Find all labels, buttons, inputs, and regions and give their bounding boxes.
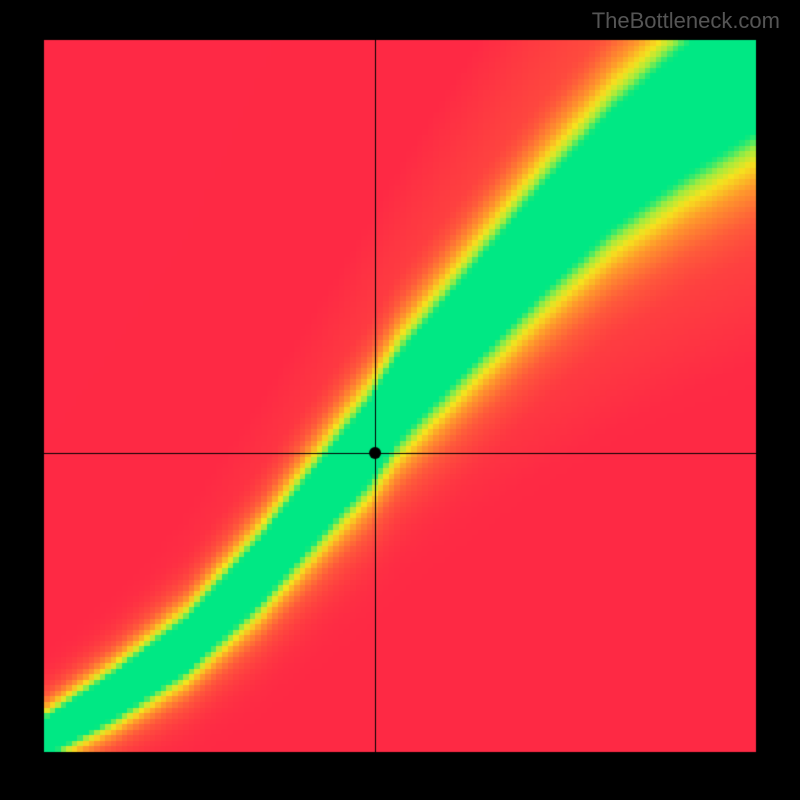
heatmap-chart bbox=[0, 0, 800, 800]
watermark-text: TheBottleneck.com bbox=[592, 8, 780, 34]
